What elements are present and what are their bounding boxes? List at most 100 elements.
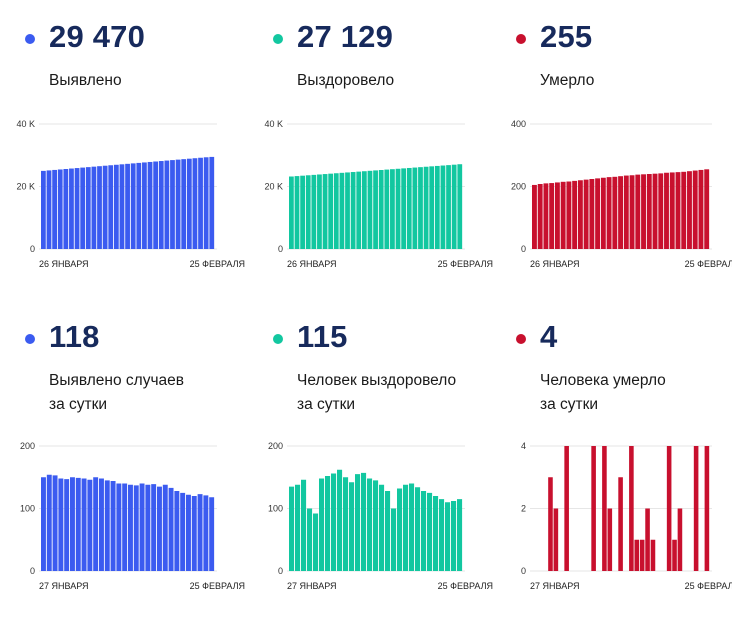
bar bbox=[186, 158, 192, 249]
legend-dot bbox=[273, 334, 283, 344]
y-tick-label: 200 bbox=[20, 441, 35, 451]
bar bbox=[641, 174, 646, 249]
y-tick-label: 200 bbox=[511, 182, 526, 192]
bar bbox=[289, 176, 294, 249]
bar bbox=[379, 484, 385, 571]
bar bbox=[70, 477, 75, 571]
stat-label-line: Выявлено случаев bbox=[49, 372, 184, 389]
stat-label-line: за сутки bbox=[540, 396, 599, 413]
bar bbox=[157, 486, 162, 572]
bar bbox=[307, 508, 313, 571]
bar bbox=[331, 473, 337, 571]
legend-dot bbox=[25, 334, 35, 344]
bar bbox=[142, 162, 147, 249]
bar bbox=[175, 159, 181, 250]
bar bbox=[384, 169, 390, 249]
x-tick-start: 27 ЯНВАРЯ bbox=[287, 581, 337, 591]
bar bbox=[412, 167, 418, 249]
bar bbox=[203, 495, 209, 572]
stat-panel: 118 Выявлено случаев за сутки 200 100 0 27 ЯНВ… bbox=[20, 300, 255, 600]
stat-panel: 4 Человека умерло за сутки 4 2 0 27 ЯНВАРЯ 25 Ф… bbox=[516, 300, 732, 600]
stat-label-line: Человека умерло bbox=[540, 372, 666, 389]
bar bbox=[317, 174, 322, 249]
bar bbox=[623, 175, 629, 249]
y-tick-label: 0 bbox=[521, 244, 526, 254]
bar bbox=[629, 446, 634, 571]
stat-number: 29 470 bbox=[49, 19, 146, 54]
bar bbox=[666, 446, 672, 571]
stat-panel: 255 Умерло 400 200 0 26 ЯНВАРЯ 25 ФЕВРАЛЯ bbox=[511, 0, 732, 300]
bar bbox=[445, 502, 451, 571]
x-tick-start: 26 ЯНВАРЯ bbox=[287, 259, 337, 269]
bar bbox=[209, 497, 215, 571]
stat-label-line: Выявлено bbox=[49, 72, 122, 89]
bar-chart: 4 2 0 27 ЯНВАРЯ 25 ФЕВРАЛЯ bbox=[521, 441, 732, 591]
bar bbox=[589, 179, 595, 249]
bar bbox=[339, 172, 345, 249]
bar bbox=[322, 174, 328, 249]
bar bbox=[319, 478, 325, 571]
bar bbox=[439, 499, 445, 572]
bar bbox=[401, 168, 407, 250]
bar bbox=[553, 508, 559, 571]
x-tick-start: 26 ЯНВАРЯ bbox=[39, 259, 89, 269]
bar bbox=[634, 539, 640, 571]
bar bbox=[429, 166, 435, 249]
x-tick-end: 25 ФЕВРАЛЯ bbox=[438, 581, 493, 591]
bar bbox=[125, 163, 130, 249]
bar bbox=[532, 184, 537, 249]
stat-number: 118 bbox=[49, 319, 100, 354]
bar bbox=[606, 177, 612, 250]
bar bbox=[367, 478, 373, 571]
bar bbox=[343, 477, 349, 571]
stat-panel: 27 129 Выздоровело 40 K 20 K 0 26 ЯНВАРЯ 25 ФЕ… bbox=[264, 0, 503, 300]
bar bbox=[63, 169, 69, 249]
bar bbox=[451, 501, 457, 571]
bar bbox=[337, 469, 343, 571]
bar bbox=[664, 172, 669, 249]
bar bbox=[130, 163, 136, 250]
bar bbox=[635, 174, 641, 250]
bar bbox=[198, 157, 203, 249]
bar bbox=[583, 179, 589, 250]
bar bbox=[572, 180, 578, 250]
bar bbox=[433, 496, 439, 571]
bar bbox=[591, 446, 596, 571]
bar bbox=[93, 477, 99, 571]
bar bbox=[313, 513, 319, 571]
bar bbox=[373, 170, 378, 249]
bar bbox=[440, 165, 446, 249]
bar bbox=[52, 169, 57, 249]
bar bbox=[328, 173, 334, 249]
bar bbox=[355, 474, 361, 572]
bar bbox=[451, 164, 457, 249]
stat-number: 115 bbox=[297, 319, 348, 354]
bar bbox=[85, 167, 91, 250]
stat-label-line: за сутки bbox=[49, 396, 108, 413]
y-tick-label: 100 bbox=[268, 504, 283, 514]
bar bbox=[373, 480, 379, 572]
x-tick-start: 26 ЯНВАРЯ bbox=[530, 259, 580, 269]
bar bbox=[361, 472, 367, 572]
bar bbox=[646, 174, 652, 249]
bar bbox=[692, 170, 698, 249]
bar bbox=[349, 482, 355, 571]
stat-label-line: Выздоровело bbox=[297, 72, 395, 89]
bar bbox=[191, 496, 197, 571]
bar bbox=[423, 166, 429, 249]
bar bbox=[294, 176, 300, 249]
bar bbox=[361, 171, 367, 249]
legend-dot bbox=[516, 334, 526, 344]
x-tick-start: 27 ЯНВАРЯ bbox=[39, 581, 89, 591]
stat-label-line: за сутки bbox=[297, 396, 356, 413]
bar-chart: 40 K 20 K 0 26 ЯНВАРЯ 25 ФЕВРАЛЯ bbox=[264, 119, 493, 269]
x-tick-end: 25 ФЕВРАЛЯ bbox=[685, 259, 732, 269]
bar bbox=[170, 160, 175, 249]
bar bbox=[158, 161, 164, 249]
y-tick-label: 20 K bbox=[16, 182, 35, 192]
y-tick-label: 400 bbox=[511, 119, 526, 129]
bar bbox=[192, 158, 198, 249]
bar bbox=[209, 156, 215, 249]
bar bbox=[289, 486, 295, 572]
x-tick-end: 25 ФЕВРАЛЯ bbox=[190, 259, 245, 269]
